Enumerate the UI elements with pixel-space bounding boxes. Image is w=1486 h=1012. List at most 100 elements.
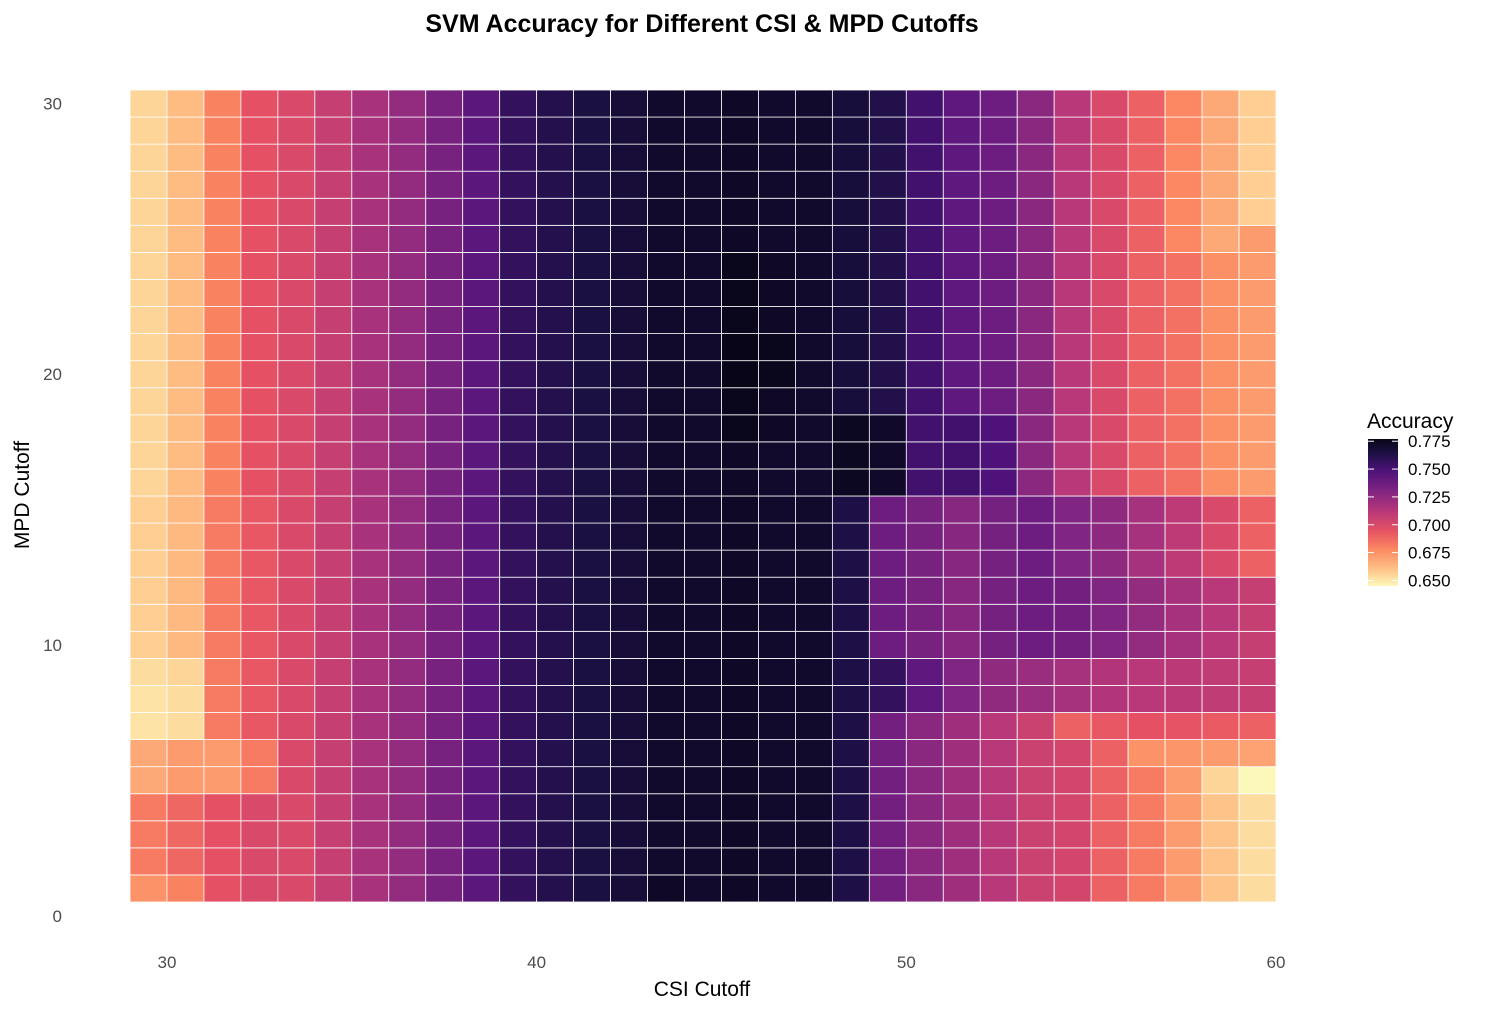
heatmap-cell [684,441,722,470]
heatmap-cell [1127,685,1166,713]
heatmap-cell [905,874,944,903]
heatmap-cell [1090,793,1129,822]
heatmap-cell [684,549,722,578]
heatmap-cell [536,766,575,795]
heatmap-cell [758,739,796,768]
heatmap-cell [1016,603,1055,632]
heatmap-cell [1090,549,1129,578]
heatmap-cell [610,306,648,334]
heatmap-cell [499,712,538,740]
heatmap-cell [1053,847,1092,876]
heatmap-cell [499,197,538,226]
heatmap-cell [166,847,205,876]
heatmap-cell [462,143,501,172]
heatmap-cell [462,658,501,686]
heatmap-cell [1164,116,1203,145]
heatmap-cell [1090,603,1129,632]
heatmap-cell [129,712,168,740]
heatmap-cell [425,333,464,362]
heatmap-cell [314,468,353,497]
heatmap-cell [1238,306,1277,334]
heatmap-cell [573,224,611,253]
heatmap-cell [795,793,833,822]
heatmap-cell [979,414,1018,443]
heatmap-cell [166,495,205,524]
heatmap-cell [610,847,648,876]
heatmap-cell [425,793,464,822]
heatmap-cell [831,360,870,389]
heatmap-cell [1127,847,1166,876]
heatmap-cell [203,170,242,199]
heatmap-cell [129,603,168,632]
heatmap-cell [721,387,759,416]
heatmap-cell [1164,603,1203,632]
heatmap-cell [1238,766,1277,795]
heatmap-cell [1238,576,1277,605]
heatmap-cell [1201,251,1240,280]
heatmap-cell [610,603,648,632]
heatmap-cell [425,116,464,145]
heatmap-cell [129,658,168,686]
heatmap-cell [314,739,353,768]
heatmap-cell [277,170,316,199]
heatmap-cell [979,820,1018,849]
heatmap-cell [1127,549,1166,578]
heatmap-cell [684,197,722,226]
heatmap-cell [1016,549,1055,578]
heatmap-cell [831,847,870,876]
heatmap-cell [942,549,981,578]
heatmap-cell [979,89,1018,118]
heatmap-cell [277,333,316,362]
heatmap-cell [240,522,279,551]
heatmap-cell [758,116,796,145]
heatmap-cell [351,522,390,551]
heatmap-cell [351,441,390,470]
heatmap-cell [351,495,390,524]
heatmap-cell [831,387,870,416]
heatmap-cell [166,766,205,795]
heatmap-cell [905,847,944,876]
heatmap-cell [277,441,316,470]
x-tick-label: 50 [897,953,916,972]
heatmap-cell [1238,874,1277,903]
heatmap-cell [203,739,242,768]
heatmap-cell [536,739,575,768]
heatmap-cell [1090,170,1129,199]
heatmap-cell [240,441,279,470]
heatmap-cell [203,712,242,740]
heatmap-cell [868,495,907,524]
heatmap-cell [573,658,611,686]
heatmap-cell [1016,685,1055,713]
heatmap-cell [425,414,464,443]
heatmap-cell [868,630,907,659]
heatmap-cell [314,414,353,443]
heatmap-cell [129,333,168,362]
heatmap-cell [129,387,168,416]
heatmap-cell [610,333,648,362]
heatmap-cell [536,224,575,253]
heatmap-cell [499,739,538,768]
heatmap-cell [499,116,538,145]
heatmap-cell [795,658,833,686]
heatmap-cell [610,143,648,172]
heatmap-cell [425,739,464,768]
heatmap-cell [942,143,981,172]
heatmap-cell [1127,658,1166,686]
heatmap-cell [203,658,242,686]
heatmap-cell [536,658,575,686]
heatmap-cell [314,333,353,362]
heatmap-cell [536,414,575,443]
heatmap-cell [647,251,685,280]
heatmap-cell [277,116,316,145]
heatmap-cell [905,197,944,226]
heatmap-cell [388,143,427,172]
heatmap-cell [1053,333,1092,362]
heatmap-cell [1164,630,1203,659]
heatmap-cell [425,603,464,632]
heatmap-cell [462,333,501,362]
heatmap-cell [1238,333,1277,362]
heatmap-cell [203,89,242,118]
heatmap-cell [277,712,316,740]
heatmap-cell [1164,766,1203,795]
heatmap-cell [721,360,759,389]
